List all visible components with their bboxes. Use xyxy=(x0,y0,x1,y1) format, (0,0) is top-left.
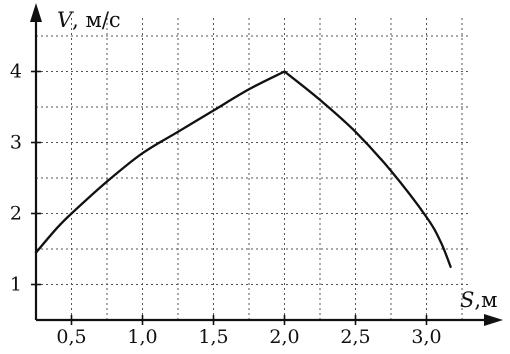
y-tick-label: 2 xyxy=(10,203,22,225)
series xyxy=(34,70,452,268)
series-line xyxy=(34,70,452,268)
x-axis-title-unit: ,м xyxy=(474,288,497,312)
y-tick-label: 3 xyxy=(10,132,22,154)
y-axis-title-var: V xyxy=(57,8,74,32)
x-tick-label: 2,0 xyxy=(269,326,299,348)
axes xyxy=(30,3,503,326)
y-tick-label: 1 xyxy=(10,274,22,296)
y-axis-arrow xyxy=(30,3,42,22)
x-axis-arrow xyxy=(484,314,503,326)
x-tick-label: 0,5 xyxy=(56,326,86,348)
y-tick-label: 4 xyxy=(10,61,22,83)
x-tick-label: 2,5 xyxy=(340,326,370,348)
y-axis-title: V, м/с xyxy=(57,8,121,32)
x-tick-label: 3,0 xyxy=(411,326,441,348)
grid xyxy=(36,18,470,320)
x-tick-label: 1,5 xyxy=(198,326,228,348)
x-axis-title: S,м xyxy=(460,288,497,312)
x-tick-label: 1,0 xyxy=(127,326,157,348)
ticks: 0,5 1,0 1,5 2,0 2,5 3,0 1 2 3 4 xyxy=(10,61,442,349)
y-axis-title-unit: , м/с xyxy=(72,8,121,32)
x-axis-title-var: S xyxy=(460,288,474,312)
